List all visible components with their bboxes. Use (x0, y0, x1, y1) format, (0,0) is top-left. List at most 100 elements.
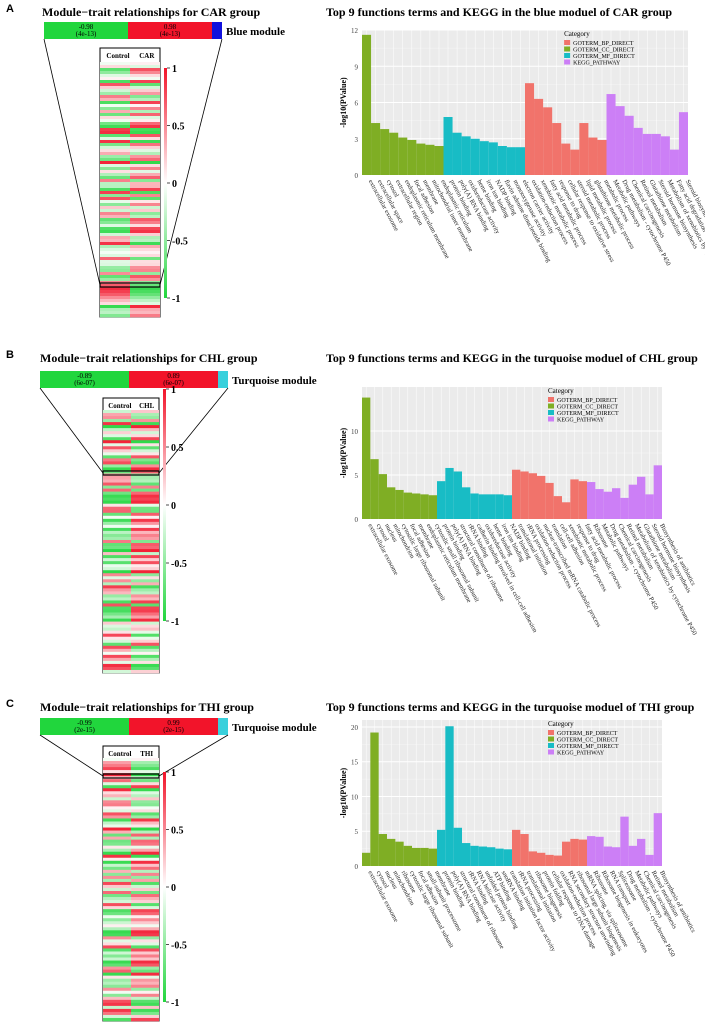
heatmap-cell (130, 80, 160, 84)
heatmap-cell (100, 254, 130, 258)
heatmap-cell (103, 555, 131, 559)
heatmap-cell (103, 1008, 131, 1013)
bar (420, 494, 429, 519)
heatmap-cell (100, 140, 130, 144)
heatmap-cell (103, 630, 131, 635)
heatmap-cell (100, 245, 130, 249)
heatmap-cell (103, 930, 131, 934)
heatmap-cell (103, 657, 131, 662)
y-axis-label: -log10(PValue) (339, 767, 348, 818)
heatmap-cell (103, 918, 131, 922)
color-scale-tick-label: 1 (171, 768, 176, 779)
heatmap-cell (131, 894, 159, 898)
selected-module-band (102, 470, 160, 476)
heatmap-cell (131, 594, 159, 598)
heatmap-cell (130, 269, 160, 273)
heatmap-cell (130, 167, 160, 171)
heatmap-cell (130, 305, 160, 309)
bar (603, 846, 612, 866)
heatmap-cell (103, 987, 131, 992)
heatmap-cell (103, 561, 131, 565)
heatmap-cell (131, 761, 159, 765)
heatmap-cell (131, 806, 159, 810)
heatmap-cell (100, 155, 130, 159)
heatmap-cell (103, 434, 131, 438)
heatmap-cell (131, 636, 159, 641)
heatmap-cell (100, 125, 130, 129)
heatmap-cell (103, 797, 131, 801)
panel-label: B (6, 349, 14, 361)
heatmap-cell (103, 458, 131, 462)
heatmap-cell (131, 912, 159, 916)
heatmap-cell (103, 1005, 131, 1010)
bar (597, 139, 607, 175)
heatmap-cell (103, 452, 131, 456)
legend-label: GOTERM_BP_DIRECT (573, 41, 634, 47)
heatmap-cell (131, 785, 159, 789)
heatmap-cell (100, 257, 130, 261)
bar (425, 144, 435, 175)
heatmap-cell (131, 773, 159, 777)
heatmap-cell (100, 290, 130, 294)
heatmap-cell (100, 68, 130, 72)
legend-label: GOTERM_BP_DIRECT (557, 398, 618, 404)
correlation-p-value: (2e-15) (163, 726, 184, 734)
correlation-value: 0.98 (164, 23, 177, 31)
heatmap-cell (131, 564, 159, 568)
heatmap-cell (131, 539, 159, 544)
bar (543, 107, 553, 175)
heatmap-cell (131, 609, 159, 613)
heatmap-cell (103, 779, 131, 783)
heatmap-cell (130, 122, 160, 126)
heatmap-cell (131, 939, 159, 943)
heatmap-cell (131, 600, 159, 604)
legend-swatch (548, 416, 554, 422)
y-tick-label: 5 (355, 472, 359, 480)
heatmap-cell (103, 800, 131, 804)
heatmap-cell (131, 764, 159, 768)
heatmap-cell (130, 98, 160, 102)
heatmap-cell (131, 854, 159, 859)
heatmap-cell (131, 797, 159, 801)
heatmap-cell (131, 645, 159, 650)
heatmap-cell (103, 624, 131, 628)
heatmap-cell (100, 122, 130, 126)
heatmap-column-label: Control (106, 52, 129, 60)
heatmap-cell (130, 125, 160, 129)
heatmap-cell (103, 945, 131, 949)
heatmap-cell (131, 848, 159, 853)
heatmap-cell (130, 131, 160, 135)
heatmap-cell (103, 794, 131, 798)
heatmap-cell (131, 606, 159, 610)
bar (428, 848, 437, 866)
y-tick-label: 6 (355, 100, 359, 108)
heatmap-cell (131, 878, 159, 883)
heatmap-cell (130, 227, 160, 231)
heatmap-cell (100, 113, 130, 117)
correlation-value: 0.99 (167, 719, 180, 727)
heatmap-plot: -0.89(6e-07)0.89(6e-07) Turquoise moduleC… (39, 371, 317, 674)
heatmap-cell (131, 428, 159, 432)
zoom-line-right (159, 38, 223, 286)
heatmap-cell (130, 206, 160, 210)
heatmap-cell (130, 152, 160, 156)
bar (528, 473, 537, 519)
heatmap-cell (131, 455, 159, 459)
heatmap-cell (103, 546, 131, 550)
color-scale-tick-label: -0.5 (171, 941, 187, 952)
heatmap-cell (103, 966, 131, 970)
heatmap-cell (103, 479, 131, 483)
heatmap-cell (131, 1011, 159, 1016)
heatmap-cell (131, 452, 159, 456)
heatmap-cell (103, 815, 131, 819)
heatmap-cell (103, 969, 131, 973)
heatmap-cell (103, 957, 131, 961)
bar (642, 133, 652, 175)
heatmap-cell (131, 951, 159, 955)
heatmap-cell (130, 284, 160, 288)
heatmap-cell (131, 536, 159, 541)
heatmap-cell (131, 573, 159, 577)
bar (407, 139, 417, 175)
bar (645, 494, 654, 519)
heatmap-cell (130, 260, 160, 264)
